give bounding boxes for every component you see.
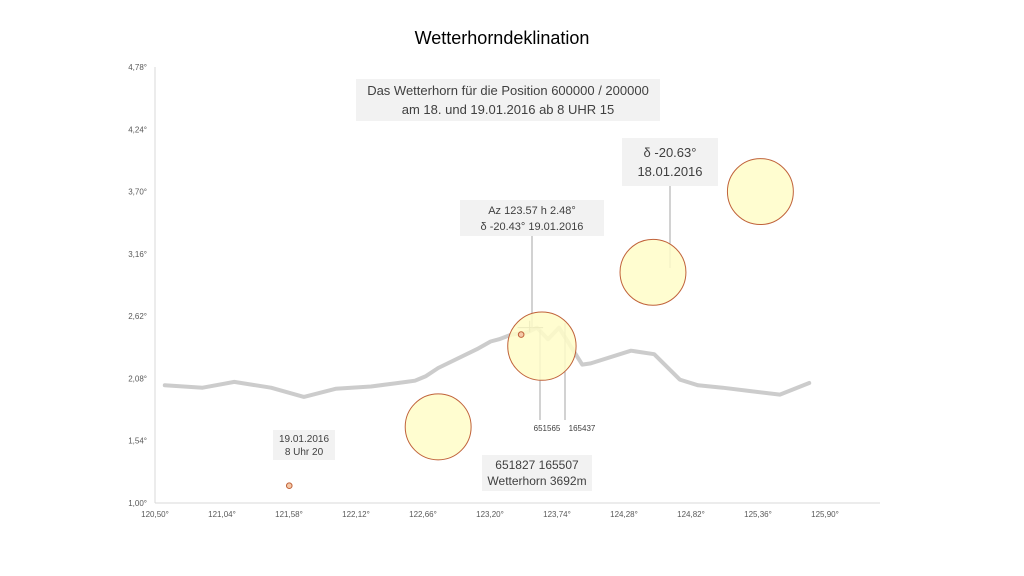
y-tick-label: 3,70°	[128, 188, 147, 197]
y-tick-label: 1,54°	[128, 437, 147, 446]
y-tick-label: 2,62°	[128, 312, 147, 321]
annotation-box	[482, 455, 592, 491]
y-tick-label: 1,00°	[128, 499, 147, 508]
bubble	[507, 311, 577, 381]
annotation-text: δ -20.63°	[644, 145, 697, 160]
bubble	[404, 393, 472, 461]
annotation-text: am 18. und 19.01.2016 ab 8 UHR 15	[402, 102, 614, 117]
annotation-text: Az 123.57 h 2.48°	[488, 205, 576, 217]
y-tick-label: 4,78°	[128, 63, 147, 72]
annotation-label: δ -20.63° 18.01.2016	[622, 138, 718, 186]
axes: 120,50° 121,04° 121,58° 122,12° 122,66° 123,2…	[128, 63, 880, 519]
declination-line	[162, 325, 812, 399]
x-tick-label: 121,04°	[208, 510, 236, 519]
annotation-label: 651827 165507 Wetterhorn 3692m	[482, 455, 592, 491]
annotation-label: 651565	[534, 424, 561, 433]
annotation-box	[460, 200, 604, 236]
y-tick-label: 3,16°	[128, 250, 147, 259]
annotation-text: δ -20.43° 19.01.2016	[481, 221, 584, 233]
y-tick-label: 2,08°	[128, 374, 147, 383]
x-tick-label: 123,74°	[543, 510, 571, 519]
annotation-box	[622, 138, 718, 186]
x-tick-label: 122,66°	[409, 510, 437, 519]
x-tick-label: 124,28°	[610, 510, 638, 519]
bubble	[726, 158, 794, 226]
x-tick-label: 122,12°	[342, 510, 370, 519]
x-tick-label: 120,50°	[141, 510, 169, 519]
annotation-text: Wetterhorn 3692m	[487, 474, 586, 488]
y-tick-label: 4,24°	[128, 125, 147, 134]
x-tick-label: 124,82°	[677, 510, 705, 519]
annotation-label: 165437	[569, 424, 596, 433]
marker-series	[285, 331, 525, 489]
point-marker	[517, 331, 525, 338]
point-marker	[285, 482, 293, 489]
annotation-text: 165437	[569, 424, 596, 433]
line-series	[162, 325, 812, 399]
annotation-text: 19.01.2016	[279, 434, 329, 445]
annotation-label: Az 123.57 h 2.48° δ -20.43° 19.01.2016	[460, 200, 604, 236]
bubble	[619, 238, 687, 306]
bubble-series	[404, 158, 794, 461]
annotation-box	[273, 430, 335, 460]
annotation-label: Das Wetterhorn für die Position 600000 /…	[356, 79, 660, 121]
annotation-text: 651827 165507	[495, 458, 579, 472]
annotation-text: 651565	[534, 424, 561, 433]
annotation-text: Das Wetterhorn für die Position 600000 /…	[367, 83, 649, 98]
chart-title: Wetterhorndeklination	[415, 28, 590, 48]
x-tick-label: 125,90°	[811, 510, 839, 519]
annotation-box	[356, 79, 660, 121]
annotations: Das Wetterhorn für die Position 600000 /…	[273, 79, 718, 491]
annotation-text: 8 Uhr 20	[285, 447, 324, 458]
x-tick-label: 123,20°	[476, 510, 504, 519]
annotation-label: 19.01.2016 8 Uhr 20	[273, 430, 335, 460]
x-tick-label: 121,58°	[275, 510, 303, 519]
x-tick-label: 125,36°	[744, 510, 772, 519]
annotation-text: 18.01.2016	[637, 164, 702, 179]
